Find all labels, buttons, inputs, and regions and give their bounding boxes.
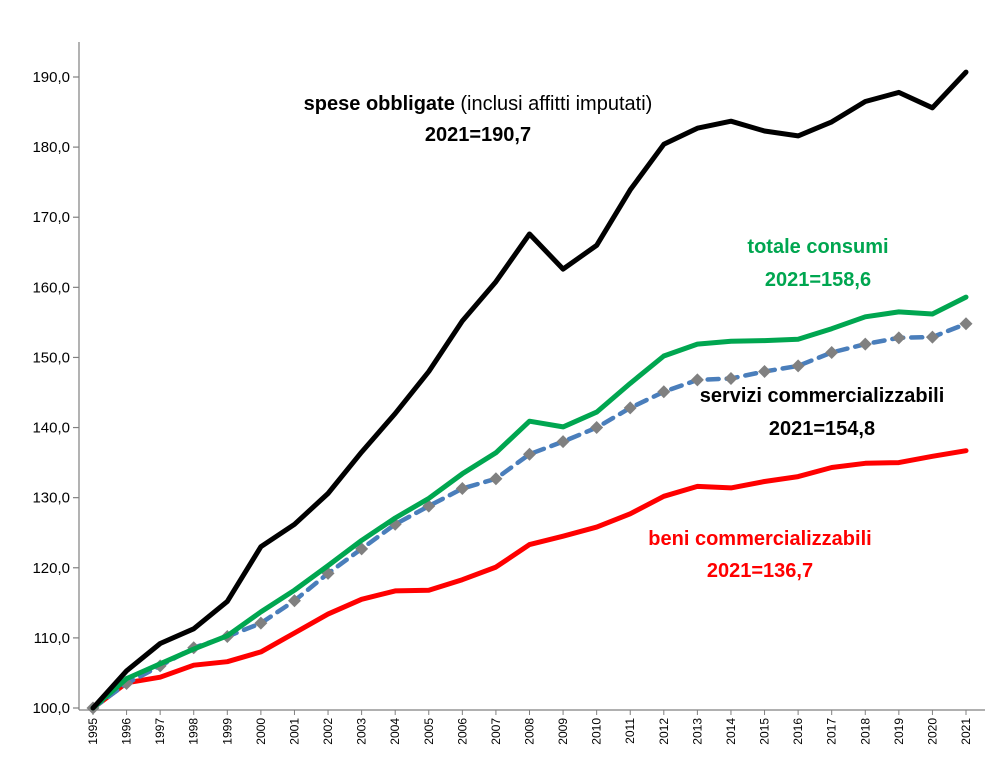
y-tick-label: 190,0 bbox=[32, 69, 70, 86]
series-marker-servizi bbox=[287, 594, 301, 608]
x-tick-label: 1995 bbox=[86, 718, 100, 745]
x-tick-label: 2009 bbox=[556, 718, 570, 745]
x-tick-label: 1996 bbox=[120, 718, 134, 745]
y-tick-label: 110,0 bbox=[34, 630, 70, 647]
series-group bbox=[86, 69, 973, 715]
series-line-servizi bbox=[90, 321, 969, 711]
annotation-title-servizi: servizi commercializzabili bbox=[700, 385, 945, 407]
x-tick-label: 2015 bbox=[758, 718, 772, 745]
annotations: spese obbligate (inclusi affitti imputat… bbox=[304, 93, 945, 582]
y-tick-label: 140,0 bbox=[32, 420, 70, 437]
y-axis-ticks: 100,0 110,0 120,0 130,0 140,0 150,0 160,0 170,0… bbox=[32, 69, 79, 717]
x-tick-label: 2011 bbox=[623, 718, 637, 744]
series-line-spese bbox=[90, 69, 969, 711]
x-tick-label: 2018 bbox=[858, 718, 872, 745]
annotation-title-normal: (inclusi affitti imputati) bbox=[455, 93, 652, 115]
series-marker-servizi bbox=[892, 331, 906, 345]
annotation-title-bold: totale consumi bbox=[747, 236, 888, 258]
series-marker-servizi bbox=[556, 435, 570, 449]
annotation-title-totale: totale consumi bbox=[747, 236, 888, 258]
y-tick-label: 160,0 bbox=[32, 279, 70, 296]
annotation-value-spese: 2021=190,7 bbox=[425, 124, 531, 146]
series-marker-servizi bbox=[959, 317, 973, 331]
x-tick-label: 2010 bbox=[590, 718, 604, 745]
x-tick-label: 1997 bbox=[153, 718, 167, 745]
series-marker-servizi bbox=[523, 447, 536, 461]
series-marker-servizi bbox=[590, 421, 604, 435]
annotation-value-servizi: 2021=154,8 bbox=[769, 418, 875, 440]
annotation-value-totale: 2021=158,6 bbox=[765, 269, 871, 291]
series-marker-servizi bbox=[489, 472, 503, 486]
series-marker-servizi bbox=[925, 330, 939, 344]
x-tick-label: 2017 bbox=[825, 718, 839, 745]
x-tick-label: 2002 bbox=[321, 718, 335, 745]
series-marker-servizi bbox=[254, 616, 268, 630]
y-tick-label: 130,0 bbox=[32, 490, 70, 507]
series-marker-servizi bbox=[724, 371, 738, 385]
series-line-totale bbox=[90, 294, 969, 711]
series-marker-servizi bbox=[858, 337, 872, 351]
x-tick-label: 2005 bbox=[422, 718, 436, 745]
x-tick-label: 1999 bbox=[220, 718, 234, 745]
x-tick-label: 1998 bbox=[187, 718, 201, 745]
series-marker-servizi bbox=[791, 359, 805, 373]
annotation-title-spese: spese obbligate (inclusi affitti imputat… bbox=[304, 93, 653, 115]
x-tick-label: 2014 bbox=[724, 718, 738, 745]
y-tick-label: 180,0 bbox=[32, 139, 70, 156]
series-marker-servizi bbox=[758, 364, 772, 378]
y-tick-label: 150,0 bbox=[32, 349, 70, 366]
x-tick-label: 2001 bbox=[287, 718, 301, 745]
series-line-beni bbox=[90, 448, 969, 711]
series-marker-servizi bbox=[623, 401, 637, 415]
series-marker-servizi bbox=[690, 373, 704, 387]
annotation-value-beni: 2021=136,7 bbox=[707, 560, 813, 582]
x-tick-label: 2003 bbox=[355, 718, 369, 745]
x-tick-label: 2021 bbox=[959, 718, 973, 745]
y-tick-label: 170,0 bbox=[32, 209, 70, 226]
series-marker-servizi bbox=[825, 346, 839, 360]
annotation-title-bold: beni commercializzabili bbox=[648, 528, 871, 550]
x-tick-label: 2012 bbox=[657, 718, 671, 745]
y-tick-label: 100,0 bbox=[32, 700, 70, 717]
x-tick-label: 2004 bbox=[388, 718, 402, 745]
x-tick-label: 2016 bbox=[791, 718, 805, 745]
annotation-title-beni: beni commercializzabili bbox=[648, 528, 871, 550]
y-tick-label: 120,0 bbox=[32, 560, 70, 577]
annotation-title-bold: spese obbligate bbox=[304, 93, 455, 115]
x-tick-label: 2019 bbox=[892, 718, 906, 745]
annotation-title-bold: servizi commercializzabili bbox=[700, 385, 945, 407]
x-tick-label: 2013 bbox=[690, 718, 704, 745]
x-axis-ticks: 1995 1996 1997 1998 1999 2000 2001 2002 2003 2004… bbox=[86, 710, 973, 745]
series-marker-servizi bbox=[455, 482, 469, 496]
series-marker-servizi bbox=[657, 385, 671, 399]
x-tick-label: 2006 bbox=[455, 718, 469, 745]
x-tick-label: 2000 bbox=[254, 718, 268, 745]
x-tick-label: 2020 bbox=[925, 718, 939, 745]
x-tick-label: 2007 bbox=[489, 718, 503, 745]
x-tick-label: 2008 bbox=[523, 718, 537, 745]
